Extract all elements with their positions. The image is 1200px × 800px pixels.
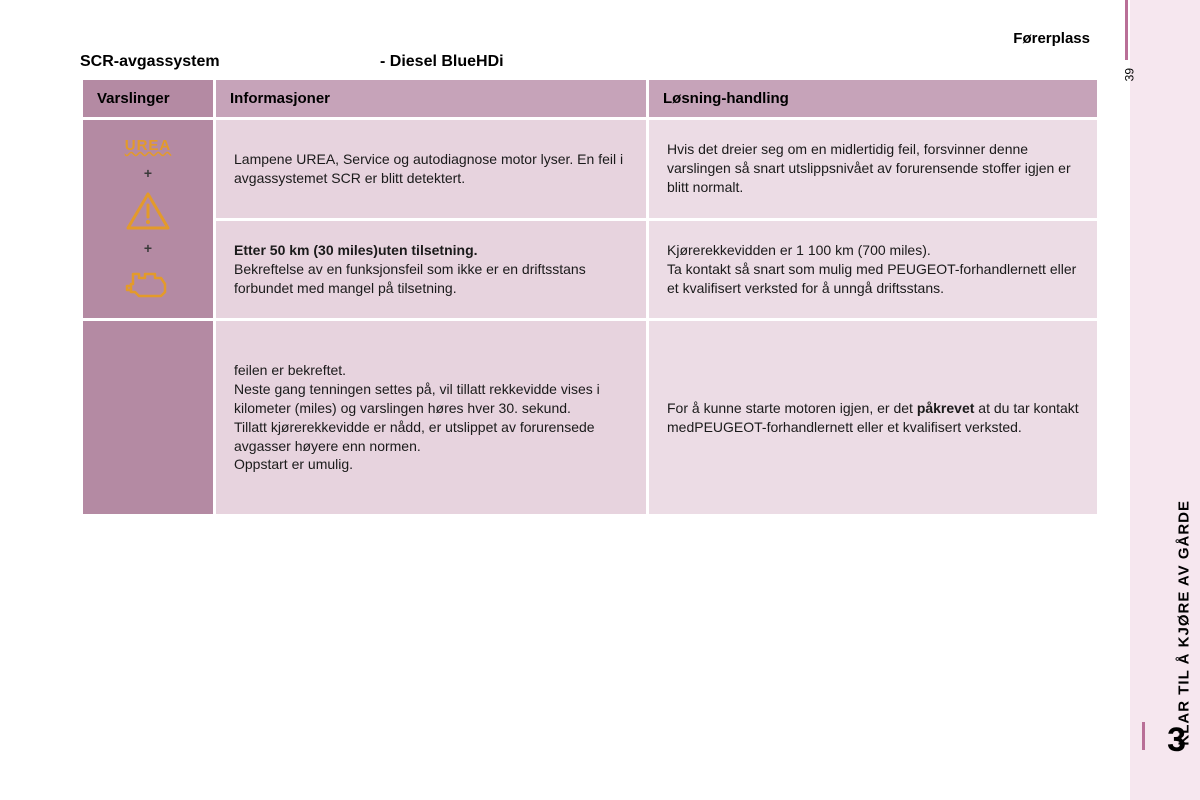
header-sol: Løsning-handling: [649, 80, 1097, 117]
info-text: Lampene UREA, Service og autodiagnose mo…: [234, 151, 623, 186]
icon-stack: UREA + +: [101, 136, 195, 302]
page-content: Førerplass SCR-avgassystem - Diesel Blue…: [80, 30, 1100, 517]
title-right: - Diesel BlueHDi: [380, 53, 504, 71]
table-row: Etter 50 km (30 miles)uten tilsetning. B…: [83, 221, 1097, 319]
solution-text: For å kunne starte motoren igjen, er det: [667, 400, 917, 416]
breadcrumb: Førerplass: [80, 30, 1100, 47]
info-text-bold: Etter 50 km (30 miles)uten tilsetning.: [234, 242, 478, 258]
table-row: UREA + + Lampene UREA, Service og autodi…: [83, 120, 1097, 218]
header-warn: Varslinger: [83, 80, 213, 117]
side-accent-bar: [1142, 722, 1145, 750]
warning-table: Varslinger Informasjoner Løsning-handlin…: [80, 77, 1100, 517]
plus-icon: +: [144, 164, 152, 183]
side-section-label: KLAR TIL Å KJØRE AV GÅRDE: [1176, 500, 1193, 746]
info-cell: Lampene UREA, Service og autodiagnose mo…: [216, 120, 646, 218]
info-cell: Etter 50 km (30 miles)uten tilsetning. B…: [216, 221, 646, 319]
title-left: SCR-avgassystem: [80, 53, 380, 71]
chapter-number: 3: [1167, 721, 1186, 760]
warning-icons-cell: UREA + +: [83, 120, 213, 318]
urea-icon: UREA: [125, 136, 172, 156]
table-row: feilen er bekreftet. Neste gang tenninge…: [83, 321, 1097, 514]
solution-text: Kjørerekkevidden er 1 100 km (700 miles)…: [667, 242, 931, 258]
info-cell: feilen er bekreftet. Neste gang tenninge…: [216, 321, 646, 514]
info-text: Tillatt kjørerekkevidde er nådd, er utsl…: [234, 419, 595, 454]
info-text: Neste gang tenningen settes på, vil till…: [234, 381, 600, 416]
warning-triangle-icon: [125, 191, 171, 231]
info-text: Oppstart er umulig.: [234, 456, 353, 472]
engine-icon: [125, 266, 171, 302]
page-number: 39: [1122, 68, 1136, 81]
warning-icons-cell-empty: [83, 321, 213, 514]
solution-cell: For å kunne starte motoren igjen, er det…: [649, 321, 1097, 514]
info-text: Bekreftelse av en funksjonsfeil som ikke…: [234, 261, 586, 296]
solution-text-bold: påkrevet: [917, 400, 975, 416]
solution-text: Hvis det dreier seg om en midlertidig fe…: [667, 141, 1071, 195]
table-header-row: Varslinger Informasjoner Løsning-handlin…: [83, 80, 1097, 117]
solution-text: Ta kontakt så snart som mulig med PEUGEO…: [667, 261, 1076, 296]
page-title: SCR-avgassystem - Diesel BlueHDi: [80, 53, 1100, 71]
corner-accent-bar: [1125, 0, 1128, 60]
solution-cell: Kjørerekkevidden er 1 100 km (700 miles)…: [649, 221, 1097, 319]
info-text: feilen er bekreftet.: [234, 362, 346, 378]
solution-cell: Hvis det dreier seg om en midlertidig fe…: [649, 120, 1097, 218]
header-info: Informasjoner: [216, 80, 646, 117]
plus-icon: +: [144, 239, 152, 258]
